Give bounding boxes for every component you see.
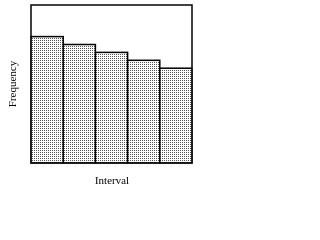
bar xyxy=(126,59,161,164)
bar xyxy=(30,35,64,164)
bar xyxy=(62,43,97,164)
y-axis-label: Frequency xyxy=(7,60,19,107)
bar xyxy=(94,51,129,164)
plot-frame xyxy=(30,4,193,164)
x-axis-label: Interval xyxy=(95,175,129,187)
bar xyxy=(159,67,193,164)
chart: Interval Frequency xyxy=(7,4,193,187)
